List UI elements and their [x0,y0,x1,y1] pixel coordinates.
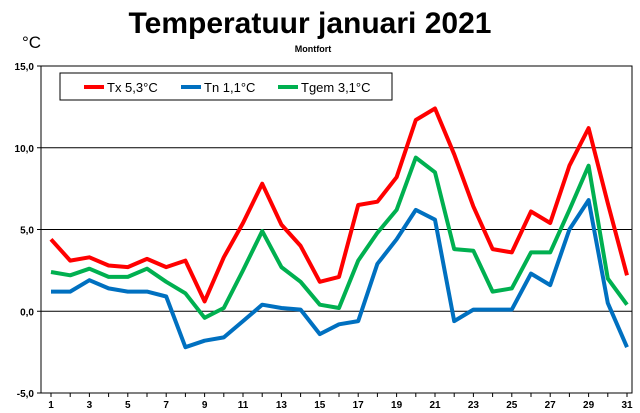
x-tick-label: 3 [87,400,93,411]
x-tick-label: 23 [468,400,480,411]
gridlines [41,147,632,312]
legend-label-tn: Tn 1,1°C [204,80,255,95]
series-line-tn [51,198,629,350]
y-tick-label: 5,0 [20,226,34,237]
series-lines [49,106,629,350]
x-tick-label: 29 [583,400,595,411]
y-tick-label: -5,0 [17,389,35,400]
x-tick-label: 31 [621,400,633,411]
x-tick-label: 25 [506,400,518,411]
x-tick-label: 27 [545,400,557,411]
chart-title: Temperatuur januari 2021 [129,7,492,40]
y-unit-label: °C [22,33,41,52]
x-tick-label: 1 [48,400,54,411]
x-tick-label: 11 [238,400,249,411]
x-axis-ticks: 1 3 5 7 9 11 13 15 17 19 21 23 25 27 29 31 [48,393,633,411]
legend: Tx 5,3°C Tn 1,1°C Tgem 3,1°C [59,72,393,101]
x-tick-label: 19 [391,400,403,411]
x-tick-label: 17 [353,400,365,411]
y-axis-ticks: 15,0 10,0 5,0 0,0 -5,0 [15,62,41,400]
x-tick-label: 7 [163,400,169,411]
legend-label-tx: Tx 5,3°C [107,80,158,95]
series-line-tgem [50,155,629,320]
legend-box [59,72,393,101]
x-tick-label: 15 [314,400,326,411]
y-tick-label: 10,0 [15,144,35,155]
x-tick-label: 5 [125,400,131,411]
legend-label-tgem: Tgem 3,1°C [301,80,371,95]
y-tick-label: 15,0 [15,62,35,73]
x-tick-label: 9 [202,400,208,411]
x-tick-label: 21 [429,400,441,411]
y-tick-label: 0,0 [20,307,34,318]
series-line-tx [49,106,629,304]
x-tick-label: 13 [276,400,288,411]
chart-subtitle: Montfort [295,44,331,54]
